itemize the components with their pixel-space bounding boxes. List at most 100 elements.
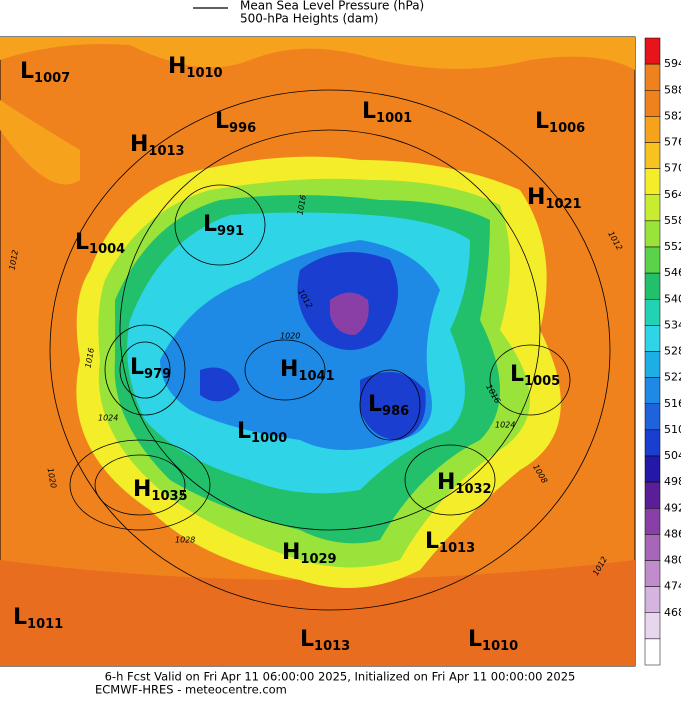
pressure-center: L1013	[425, 529, 475, 556]
colorbar-box	[644, 272, 661, 300]
center-letter: H	[437, 470, 455, 495]
colorbar-label: 516	[664, 397, 681, 410]
center-value: 996	[229, 121, 256, 136]
center-value: 991	[217, 224, 244, 239]
center-letter: H	[527, 185, 545, 210]
colorbar-box	[644, 325, 661, 352]
center-letter: L	[535, 109, 549, 134]
center-letter: H	[130, 132, 148, 157]
contour-label: 1012	[8, 249, 20, 271]
colorbar-box	[644, 429, 661, 457]
colorbar-box	[644, 194, 661, 222]
pressure-center: L1007	[20, 59, 70, 86]
colorbar-box	[644, 560, 661, 587]
center-value: 1013	[439, 541, 475, 556]
center-value: 1013	[148, 144, 184, 159]
colorbar-label: 582	[664, 109, 681, 122]
center-letter: H	[280, 357, 298, 382]
center-value: 1001	[376, 111, 412, 126]
colorbar-label: 576	[664, 136, 681, 149]
contour-label: 1020	[280, 332, 300, 341]
colorbar-label: 480	[664, 554, 681, 567]
pressure-center: H1021	[527, 185, 582, 212]
contour-label: 1024	[495, 421, 515, 430]
center-letter: L	[300, 627, 314, 652]
warm-band	[0, 37, 635, 70]
legend-line-label: Mean Sea Level Pressure (hPa)	[240, 0, 424, 13]
center-letter: L	[215, 109, 229, 134]
colorbar-label: 504	[664, 449, 681, 462]
colorbar-label: 468	[664, 606, 681, 619]
center-letter: L	[362, 99, 376, 124]
colorbar-label: 486	[664, 527, 681, 540]
height-fill	[330, 292, 369, 335]
colorbar-label: 474	[664, 580, 681, 593]
colorbar-label: 540	[664, 292, 681, 305]
warm-band	[0, 560, 635, 666]
center-value: 1004	[89, 242, 125, 257]
pressure-center: L1000	[237, 419, 287, 446]
legend-fill-label: 500-hPa Heights (dam)	[240, 12, 378, 26]
colorbar-box	[644, 638, 661, 666]
pressure-center: L996	[215, 109, 256, 136]
colorbar-box	[644, 481, 661, 509]
colorbar-label: 570	[664, 162, 681, 175]
pressure-center: H1035	[133, 477, 188, 504]
colorbar-box	[644, 220, 661, 248]
colorbar-box	[644, 377, 661, 404]
contour-label: 1016	[84, 347, 96, 369]
colorbar-label: 498	[664, 475, 681, 488]
colorbar-box	[644, 246, 661, 274]
center-value: 1013	[314, 639, 350, 654]
colorbar-label: 564	[664, 188, 681, 201]
colorbar-label: 534	[664, 318, 681, 331]
colorbar-box	[644, 299, 661, 326]
pressure-center: H1032	[437, 470, 492, 497]
colorbar-label: 552	[664, 240, 681, 253]
colorbar-label: 546	[664, 266, 681, 279]
pressure-center: L1006	[535, 109, 585, 136]
center-letter: L	[468, 627, 482, 652]
colorbar-box	[644, 455, 661, 483]
center-value: 1005	[524, 374, 560, 389]
pressure-center: L1010	[468, 627, 518, 654]
center-letter: L	[368, 392, 382, 417]
center-letter: L	[130, 355, 144, 380]
pressure-center: L1011	[13, 605, 63, 632]
colorbar-box	[644, 351, 661, 378]
center-letter: L	[20, 59, 34, 84]
pressure-center: L1005	[510, 362, 560, 389]
pressure-center: H1041	[280, 357, 335, 384]
colorbar-box	[644, 63, 661, 91]
warm-band	[0, 100, 80, 185]
footer-valid: 6-h Fcst Valid on Fri Apr 11 06:00:00 20…	[105, 670, 576, 684]
map	[0, 36, 636, 667]
colorbar-box	[644, 37, 661, 65]
colorbar: 594 588 582 576 570 564 558 552 546 540 534 528 522 5…	[644, 37, 681, 666]
center-value: 1006	[549, 121, 585, 136]
center-value: 1029	[300, 552, 336, 567]
height-fill	[200, 252, 426, 440]
colorbar-box	[644, 612, 661, 640]
pressure-center: L991	[203, 212, 244, 239]
center-letter: H	[168, 54, 186, 79]
colorbar-label: 558	[664, 214, 681, 227]
colorbar-box	[644, 116, 661, 143]
pressure-center: L986	[368, 392, 409, 419]
center-letter: L	[237, 419, 251, 444]
colorbar-box	[644, 508, 661, 535]
colorbar-label: 594	[664, 57, 681, 70]
pressure-center: L1004	[75, 230, 125, 257]
center-letter: L	[203, 212, 217, 237]
isobars	[49, 89, 611, 611]
colorbar-box	[644, 586, 661, 613]
footer-source: ECMWF-HRES - meteocentre.com	[95, 683, 287, 697]
center-value: 1010	[186, 66, 222, 81]
center-letter: H	[282, 540, 300, 565]
center-value: 1011	[27, 617, 63, 632]
pressure-center: H1013	[130, 132, 185, 159]
center-value: 986	[382, 404, 409, 419]
colorbar-box	[644, 534, 661, 561]
contour-label: 1028	[175, 536, 195, 545]
